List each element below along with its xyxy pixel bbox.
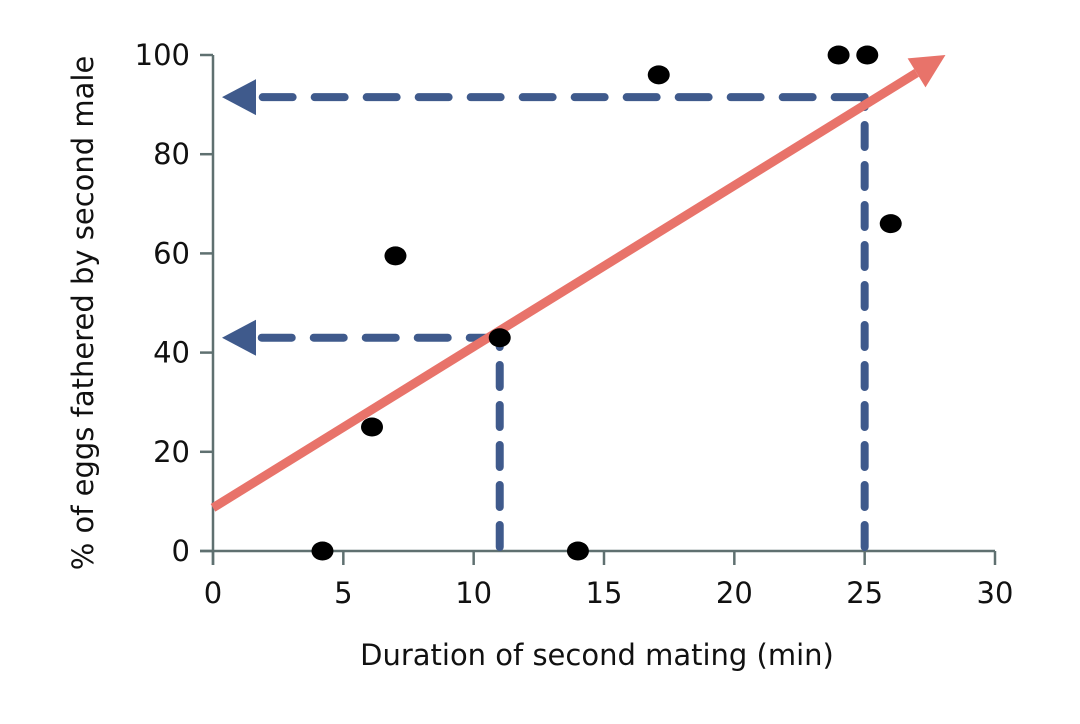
y-tick-label: 100 bbox=[135, 38, 190, 72]
x-tick-label: 20 bbox=[716, 576, 753, 610]
data-point bbox=[488, 328, 511, 348]
data-point bbox=[361, 417, 384, 437]
trend-arrowhead bbox=[907, 55, 946, 88]
y-tick-label: 80 bbox=[153, 137, 190, 171]
y-axis-label: % of eggs fathered by second male bbox=[66, 56, 100, 571]
data-point bbox=[384, 246, 407, 266]
y-tick-label: 20 bbox=[153, 435, 190, 469]
data-point bbox=[879, 214, 902, 234]
data-point bbox=[827, 45, 850, 65]
readout-arrowhead bbox=[222, 79, 256, 116]
data-point bbox=[311, 541, 334, 561]
data-point bbox=[856, 45, 879, 65]
x-tick-label: 15 bbox=[586, 576, 623, 610]
y-tick-label: 60 bbox=[153, 236, 190, 270]
x-tick-label: 10 bbox=[455, 576, 492, 610]
x-axis-label: Duration of second mating (min) bbox=[360, 638, 834, 672]
y-tick-label: 0 bbox=[172, 534, 190, 568]
trend-line-group bbox=[210, 55, 946, 512]
data-point bbox=[647, 65, 670, 85]
data-point bbox=[566, 541, 589, 561]
readout-lines bbox=[222, 79, 869, 551]
readout-arrowhead bbox=[222, 319, 256, 356]
axes: 0 5 10 15 20 25 30 0 20 40 60 80 100 bbox=[135, 38, 1014, 610]
data-points bbox=[311, 45, 902, 561]
y-tick-label: 40 bbox=[153, 336, 190, 370]
x-tick-label: 0 bbox=[204, 576, 222, 610]
x-tick-label: 25 bbox=[846, 576, 883, 610]
x-tick-label: 30 bbox=[977, 576, 1014, 610]
x-tick-label: 5 bbox=[334, 576, 352, 610]
trend-line bbox=[210, 69, 919, 512]
